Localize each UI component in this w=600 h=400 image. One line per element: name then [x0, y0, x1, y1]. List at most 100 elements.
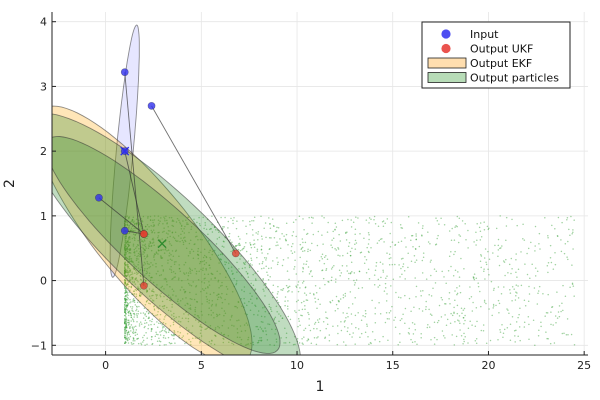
particle-point: [210, 343, 212, 345]
particle-point: [125, 331, 127, 333]
particle-point: [517, 285, 519, 287]
particle-point: [514, 341, 516, 343]
particle-point: [152, 281, 155, 284]
particle-point: [242, 248, 244, 250]
particle-point: [510, 257, 513, 260]
particle-point: [440, 316, 443, 318]
particle-point: [284, 327, 286, 329]
particle-point: [253, 243, 256, 245]
particle-point: [515, 321, 518, 323]
particle-point: [262, 278, 264, 280]
particle-point: [480, 266, 482, 269]
particle-point: [213, 292, 215, 294]
particle-point: [249, 263, 252, 265]
particle-point: [127, 337, 130, 339]
particle-point: [133, 299, 136, 302]
particle-point: [362, 315, 364, 317]
particle-point: [221, 324, 224, 327]
particle-point: [359, 233, 361, 235]
particle-point: [130, 227, 133, 230]
particle-point: [128, 321, 130, 323]
particle-point: [410, 260, 413, 262]
particle-point: [571, 233, 573, 235]
particle-point: [273, 236, 276, 239]
particle-point: [124, 311, 126, 314]
particle-point: [124, 334, 126, 337]
particle-point: [232, 343, 235, 346]
particle-point: [124, 312, 127, 314]
particle-point: [455, 225, 457, 227]
particle-point: [132, 340, 134, 342]
particle-point: [201, 288, 204, 290]
particle-point: [414, 248, 417, 250]
particle-point: [145, 279, 147, 282]
particle-point: [142, 241, 145, 243]
particle-point: [124, 239, 126, 241]
particle-point: [131, 273, 134, 275]
particle-point: [382, 220, 385, 222]
particle-point: [429, 242, 431, 245]
particle-point: [130, 259, 133, 262]
particle-point: [140, 343, 143, 346]
particle-point: [129, 335, 132, 338]
particle-point: [329, 301, 332, 304]
particle-point: [454, 299, 456, 302]
particle-point: [454, 250, 456, 253]
particle-point: [133, 268, 136, 271]
particle-point: [373, 284, 376, 286]
particle-point: [193, 298, 196, 301]
particle-point: [422, 256, 425, 259]
particle-point: [143, 228, 146, 231]
particle-point: [564, 295, 567, 297]
particle-point: [558, 305, 561, 307]
particle-point: [351, 270, 353, 273]
particle-point: [126, 248, 129, 250]
particle-point: [345, 239, 348, 241]
particle-point: [349, 254, 352, 257]
particle-point: [197, 321, 200, 323]
particle-point: [225, 285, 228, 288]
particle-point: [262, 330, 264, 333]
particle-point: [544, 315, 546, 317]
particle-point: [473, 278, 476, 281]
particle-point: [564, 243, 567, 245]
particle-point: [174, 239, 177, 242]
particle-point: [241, 249, 243, 251]
particle-point: [124, 331, 126, 333]
particle-point: [188, 329, 190, 331]
particle-point: [254, 278, 257, 280]
particle-point: [127, 281, 130, 283]
particle-point: [246, 304, 248, 307]
particle-point: [151, 335, 153, 338]
particle-point: [153, 224, 156, 227]
particle-point: [221, 307, 223, 310]
particle-point: [189, 291, 191, 294]
particle-point: [434, 243, 437, 246]
particle-point: [546, 337, 548, 340]
particle-point: [161, 238, 163, 240]
particle-point: [126, 269, 128, 272]
particle-point: [124, 271, 126, 273]
particle-point: [173, 276, 175, 279]
particle-point: [414, 277, 416, 279]
particle-point: [144, 240, 146, 242]
particle-point: [286, 270, 289, 272]
particle-point: [451, 227, 453, 230]
particle-point: [310, 270, 312, 272]
particle-point: [473, 241, 475, 243]
particle-point: [379, 261, 382, 263]
particle-point: [250, 259, 253, 261]
particle-point: [338, 300, 340, 302]
particle-point: [488, 308, 490, 310]
particle-point: [153, 259, 156, 261]
particle-point: [166, 222, 168, 224]
particle-point: [128, 260, 131, 262]
particle-point: [144, 325, 146, 328]
particle-point: [301, 246, 304, 249]
particle-point: [124, 274, 126, 277]
particle-point: [368, 251, 370, 254]
y-tick-label: 4: [40, 16, 47, 29]
particle-point: [125, 341, 127, 344]
particle-point: [312, 233, 315, 236]
particle-point: [245, 322, 248, 324]
